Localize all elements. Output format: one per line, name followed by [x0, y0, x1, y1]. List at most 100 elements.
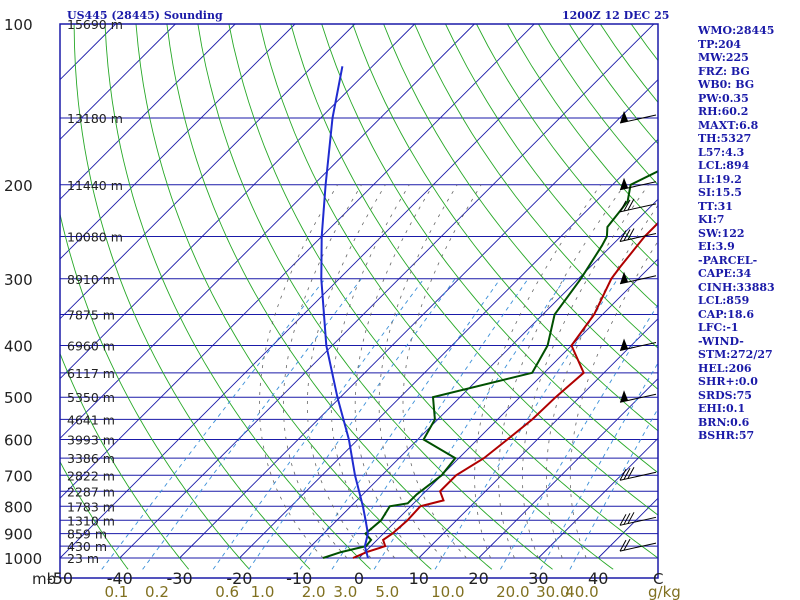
height-label: 23 m [67, 551, 99, 566]
index-line: LCL:859 [698, 294, 750, 307]
isotherm [60, 24, 236, 200]
index-line: CINH:33883 [698, 280, 775, 294]
dry-adiabat [321, 24, 658, 474]
mixing-ratio-label: 1.0 [251, 583, 275, 600]
indices-panel: WMO:28445 TP:204 MW:225 FRZ: BG WB0: BG PW:0.… [698, 24, 798, 443]
temperature-tick-label: 40 [588, 569, 608, 588]
index-line: SHR+:0.0 [698, 375, 758, 388]
pressure-tick-label: 400 [4, 338, 33, 356]
temperature-tick-label: 20 [468, 569, 488, 588]
dry-adiabat [73, 24, 311, 570]
dry-adiabat [476, 24, 658, 267]
isotherm [538, 437, 658, 559]
index-line: TT:31 [698, 199, 733, 213]
temperature-tick-label: -50 [47, 569, 73, 588]
height-label: 6960 m [67, 339, 115, 354]
height-label: 5350 m [67, 390, 115, 405]
moist-adiabat [283, 184, 362, 559]
height-label: 3386 m [67, 451, 115, 466]
height-label: 1310 m [67, 513, 115, 528]
index-line: CAPE:34 [698, 267, 752, 280]
temperature-tick-label: 30 [528, 569, 548, 588]
wind-barb [619, 271, 657, 285]
mixing-ratio-line [299, 278, 501, 570]
index-line: LFC:-1 [698, 321, 739, 334]
isotherm [60, 24, 176, 141]
index-line: TH:5327 [698, 132, 752, 145]
dry-adiabat [104, 24, 371, 570]
temperature-tick-label: -10 [286, 569, 312, 588]
height-label: 4641 m [67, 412, 115, 427]
wind-barb [619, 177, 657, 191]
isotherm [60, 24, 356, 320]
index-line: KI:7 [698, 213, 725, 226]
wind-barb [619, 390, 657, 403]
pressure-tick-label: 900 [4, 526, 33, 544]
height-label: 1783 m [67, 499, 115, 514]
index-line: L57:4.3 [698, 145, 745, 159]
index-line: RH:60.2 [698, 105, 749, 118]
isotherm [60, 24, 475, 440]
wind-barb [619, 538, 657, 552]
mixing-ratio-label: 30.0 [536, 583, 569, 600]
isotherm [60, 24, 296, 260]
height-label: 430 m [67, 539, 107, 554]
index-line: SRDS:75 [698, 388, 752, 402]
isotherm [179, 78, 658, 559]
wind-barb [619, 512, 657, 526]
isotherm [60, 24, 415, 380]
moist-adiabat [330, 184, 410, 559]
wind-barb [619, 198, 657, 213]
index-line: -PARCEL- [698, 253, 758, 267]
mixing-ratio-line [101, 278, 326, 570]
index-line: BSHR:57 [698, 429, 755, 442]
sounding-time: 1200Z 12 DEC 25 [562, 9, 670, 22]
mixing-ratio-label: 5.0 [375, 583, 399, 600]
index-line: BRN:0.6 [698, 415, 750, 429]
mixing-ratio-line [331, 278, 529, 570]
index-line: SW:122 [698, 226, 745, 240]
index-line: PW:0.35 [698, 91, 749, 105]
index-line: TP:204 [698, 37, 742, 51]
mixing-ratio-label: 10.0 [431, 583, 464, 600]
sounding-profile [322, 170, 658, 559]
plot-frame [59, 23, 659, 579]
moist-adiabat [402, 184, 482, 559]
isotherm [358, 258, 658, 559]
isotherm [478, 377, 658, 559]
sounding-profile [352, 221, 658, 559]
moist-adiabat [474, 184, 602, 559]
mixing-ratio-label: 0.6 [215, 583, 239, 600]
dry-adiabat [166, 24, 493, 570]
mixing-ratio-label: 40.0 [565, 583, 598, 600]
height-label: 8910 m [67, 272, 115, 287]
isotherm [239, 138, 658, 559]
mixing-ratio-line [212, 278, 425, 570]
mixing-ratio-line [500, 303, 658, 570]
moist-adiabat [306, 184, 386, 559]
pressure-tick-label: 700 [4, 467, 33, 485]
isotherm [418, 318, 658, 559]
pressure-tick-label: 800 [4, 498, 33, 516]
pressure-tick-label: 300 [4, 271, 33, 289]
index-line: FRZ: BG [698, 64, 750, 78]
height-label: 6117 m [67, 366, 115, 381]
wind-barb [619, 228, 657, 242]
mixing-ratio-line [434, 278, 619, 570]
pressure-unit-label: mb [32, 570, 56, 588]
mixing-ratio-line [540, 362, 658, 570]
pressure-tick-label: 100 [4, 16, 33, 34]
index-line: LCL:894 [698, 159, 750, 172]
wind-barb [619, 111, 657, 124]
dry-adiabat [383, 24, 658, 390]
index-line: EI:3.9 [698, 240, 735, 253]
temperature-tick-label: 0 [354, 569, 364, 588]
dry-adiabat [290, 24, 658, 516]
mixing-ratio-line [373, 278, 566, 570]
temperature-unit-label: C [653, 570, 663, 588]
moist-adiabat [259, 184, 338, 559]
pressure-tick-label: 500 [4, 389, 33, 407]
sounding-title: US445 (28445) Sounding [67, 9, 223, 22]
mixing-ratio-label: 3.0 [333, 583, 357, 600]
dry-adiabat [135, 24, 432, 570]
